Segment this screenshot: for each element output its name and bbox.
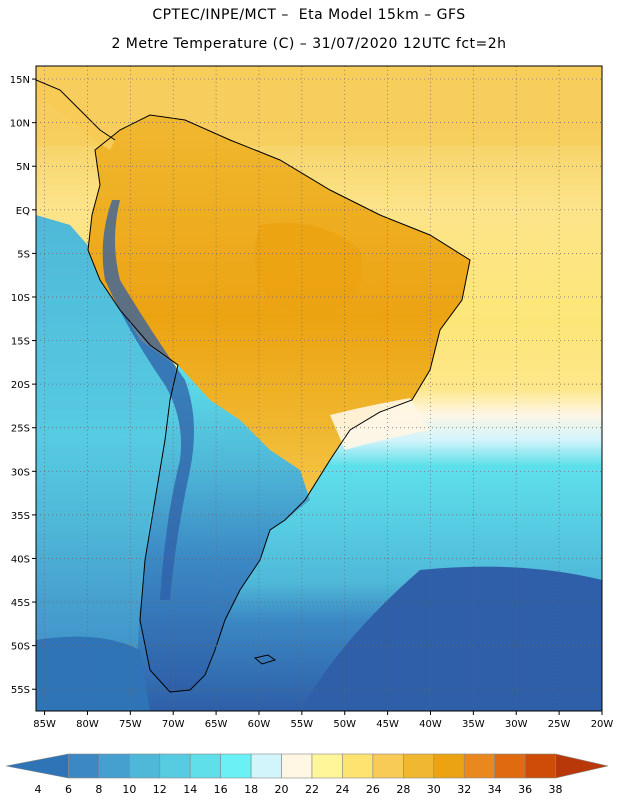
colorbar-swatch	[68, 753, 100, 779]
lon-tick-label: 30W	[505, 719, 528, 730]
falkland-islands	[253, 654, 277, 665]
lon-tick-label: 50W	[333, 719, 356, 730]
colorbar-swatch	[403, 753, 435, 779]
chart-title-line2: 2 Metre Temperature (C) – 31/07/2020 12U…	[111, 36, 507, 52]
colorbar-swatch	[159, 753, 191, 779]
colorbar-swatch	[555, 753, 609, 779]
lat-tick-label: 45S	[11, 598, 30, 609]
lon-tick-label: 20W	[591, 719, 614, 730]
colorbar-swatch	[372, 753, 404, 779]
map-frame	[35, 65, 603, 712]
pacific-field	[36, 215, 175, 711]
colorbar-label: 4	[35, 783, 42, 796]
lat-tick-label: 15S	[11, 337, 30, 348]
south-america-coastline	[87, 114, 471, 693]
colorbar-swatch	[433, 753, 465, 779]
lon-tick-label: 45W	[376, 719, 399, 730]
colorbar-swatch	[5, 753, 69, 779]
lat-tick-label: 30S	[11, 467, 30, 478]
lat-tick-label: 50S	[11, 642, 30, 653]
colorbar-label: 20	[275, 783, 289, 796]
coastlines	[36, 79, 471, 693]
temperature-field	[36, 66, 602, 711]
lon-tick-label: 70W	[162, 719, 185, 730]
colorbar: 4 6 8 10 12 14 16 18 20 22 24 26 28 30 32 34 36 38	[5, 753, 609, 796]
colorbar-label: 38	[549, 783, 563, 796]
colorbar-label: 28	[396, 783, 410, 796]
colorbar-label: 34	[488, 783, 502, 796]
longitude-axis: 85W 80W 75W 70W 65W 60W 55W 50W 45W 40W 35W 30W 25W 2…	[33, 711, 613, 730]
lat-tick-label: 10S	[11, 293, 30, 304]
colorbar-label: 6	[65, 783, 72, 796]
colorbar-label: 30	[427, 783, 441, 796]
colorbar-label: 12	[153, 783, 167, 796]
lon-tick-label: 60W	[248, 719, 271, 730]
central-america-coastline	[36, 79, 116, 141]
central-america-land	[36, 80, 115, 150]
lat-tick-label: 55S	[11, 685, 30, 696]
colorbar-swatch	[342, 753, 374, 779]
colorbar-label: 16	[214, 783, 228, 796]
lon-tick-label: 25W	[548, 719, 571, 730]
andes-cold-strip	[102, 200, 194, 600]
colorbar-swatch	[189, 753, 221, 779]
colorbar-label: 36	[518, 783, 532, 796]
colorbar-swatch	[98, 753, 130, 779]
colorbar-swatch	[281, 753, 313, 779]
lon-tick-label: 65W	[205, 719, 228, 730]
amazon-hot-core	[254, 222, 363, 314]
colorbar-label: 22	[305, 783, 319, 796]
lon-tick-label: 75W	[119, 719, 142, 730]
colorbar-label: 14	[183, 783, 197, 796]
lon-tick-label: 80W	[76, 719, 99, 730]
lat-tick-label: 10N	[10, 119, 30, 130]
colorbar-label: 26	[366, 783, 380, 796]
colorbar-swatch	[311, 753, 343, 779]
colorbar-label: 32	[457, 783, 471, 796]
colorbar-swatch	[494, 753, 526, 779]
south-brazil-transition	[330, 398, 430, 450]
lon-tick-label: 35W	[462, 719, 485, 730]
lat-tick-label: 40S	[11, 554, 30, 565]
colorbar-swatch	[524, 753, 556, 779]
lon-tick-label: 85W	[33, 719, 56, 730]
lat-tick-label: 15N	[10, 75, 30, 86]
chart-title-line1: CPTEC/INPE/MCT – Eta Model 15km – GFS	[152, 7, 466, 23]
lat-tick-label: EQ	[16, 206, 30, 217]
south-pacific-cold-pool	[36, 636, 150, 711]
colorbar-swatch	[463, 753, 495, 779]
colorbar-label: 18	[244, 783, 258, 796]
south-atlantic-cold-pool	[300, 566, 602, 711]
latitude-axis: 15N 10N 5N EQ 5S 10S 15S 20S 25S 30S 35S 40S 45S 50S 5…	[10, 75, 36, 696]
colorbar-label: 24	[335, 783, 349, 796]
lon-tick-label: 55W	[291, 719, 314, 730]
lat-tick-label: 5S	[17, 249, 30, 260]
colorbar-label: 10	[122, 783, 136, 796]
lat-tick-label: 25S	[11, 424, 30, 435]
colorbar-swatch	[250, 753, 282, 779]
colorbar-label: 8	[95, 783, 102, 796]
lat-tick-label: 35S	[11, 511, 30, 522]
colorbar-swatch	[220, 753, 252, 779]
lon-tick-label: 40W	[419, 719, 442, 730]
colorbar-swatch	[129, 753, 161, 779]
lat-tick-label: 20S	[11, 380, 30, 391]
lat-tick-label: 5N	[16, 162, 30, 173]
